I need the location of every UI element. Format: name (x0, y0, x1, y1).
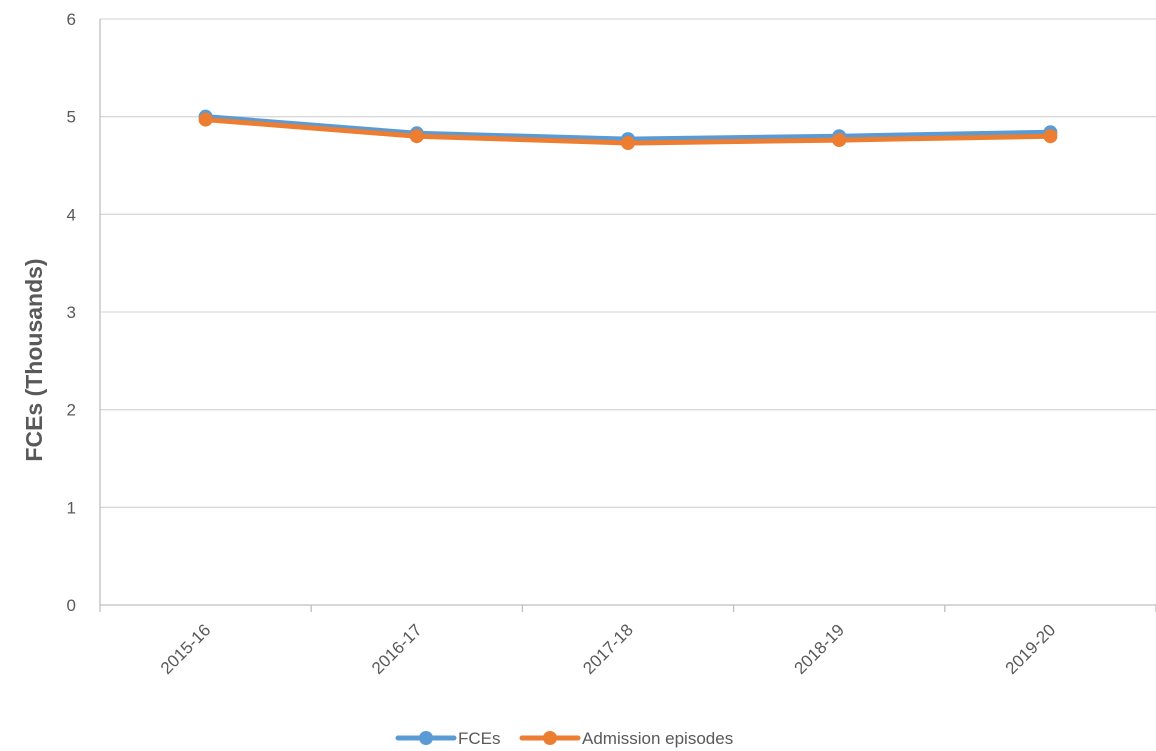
y-tick-label: 5 (67, 108, 76, 127)
legend-marker (419, 731, 433, 745)
x-tick-label: 2018-19 (790, 620, 848, 678)
data-point (1043, 129, 1058, 144)
data-point (198, 112, 213, 127)
y-axis-title: FCEs (Thousands) (21, 258, 47, 461)
data-point (621, 136, 635, 151)
x-tick-label: 2016-17 (368, 620, 426, 678)
y-tick-label: 6 (67, 10, 76, 29)
axes (99, 19, 1156, 612)
y-tick-label: 4 (67, 205, 76, 224)
y-tick-label: 0 (67, 596, 76, 615)
series (198, 109, 1058, 151)
legend-label: FCEs (458, 729, 501, 748)
series-admission-episodes (198, 112, 1058, 151)
y-tick-labels: 0 1 2 3 4 5 6 (67, 10, 76, 615)
legend-item: FCEs (395, 729, 501, 748)
data-point (409, 129, 424, 144)
data-point (832, 133, 847, 148)
x-tick-label: 2019-20 (1002, 620, 1060, 678)
gridlines (100, 18, 1156, 508)
x-tick-label: 2015-16 (157, 620, 215, 678)
y-tick-label: 1 (67, 498, 76, 517)
legend-item: Admission episodes (519, 729, 733, 748)
y-tick-label: 3 (67, 303, 76, 322)
y-tick-label: 2 (67, 401, 76, 420)
x-tick-labels: 2015-16 2016-17 2017-18 2018-19 2019-20 (157, 620, 1059, 678)
legend: FCEs Admission episodes (395, 729, 733, 748)
x-tick-label: 2017-18 (579, 620, 637, 678)
legend-label: Admission episodes (582, 729, 733, 748)
legend-marker (543, 731, 557, 745)
